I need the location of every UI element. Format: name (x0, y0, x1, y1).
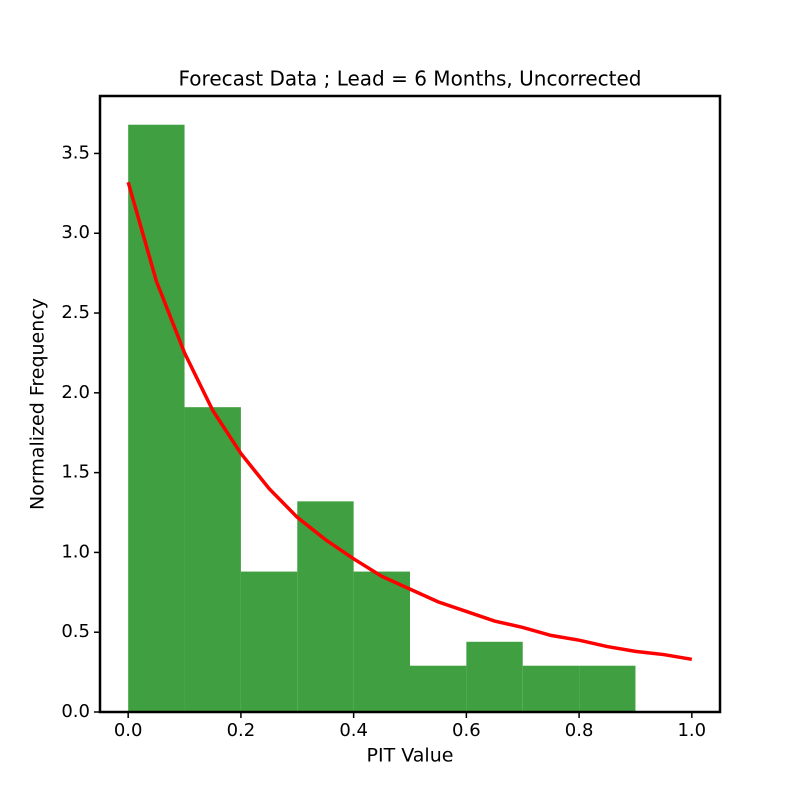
y-tick-label: 0.0 (61, 701, 90, 722)
bar (353, 571, 410, 712)
x-tick-label: 0.6 (452, 720, 481, 741)
fit-curve (126, 181, 693, 662)
x-tick-label: 0.2 (227, 720, 256, 741)
bar (240, 571, 298, 712)
y-tick-label: 2.5 (61, 302, 90, 323)
x-tick-label: 1.0 (677, 720, 706, 741)
bar (410, 665, 467, 712)
bar (522, 665, 580, 712)
y-tick-label: 2.0 (61, 382, 90, 403)
bar (466, 641, 523, 712)
bar (297, 501, 354, 712)
x-tick-label: 0.4 (339, 720, 368, 741)
x-axis-label: PIT Value (367, 745, 454, 767)
chart-title: Forecast Data ; Lead = 6 Months, Uncorre… (179, 67, 642, 91)
y-axis-label: Normalized Frequency (27, 298, 49, 510)
plot-frame (98, 94, 722, 714)
x-tick-label: 0.8 (565, 720, 594, 741)
y-tick-label: 3.5 (61, 142, 90, 163)
y-tick-label: 0.5 (61, 621, 90, 642)
x-tick-label: 0.0 (114, 720, 143, 741)
bar (128, 124, 185, 712)
bar (579, 665, 636, 712)
y-tick-label: 3.0 (61, 222, 90, 243)
bar (184, 407, 241, 712)
y-tick-label: 1.0 (61, 541, 90, 562)
y-tick-label: 1.5 (61, 462, 90, 483)
